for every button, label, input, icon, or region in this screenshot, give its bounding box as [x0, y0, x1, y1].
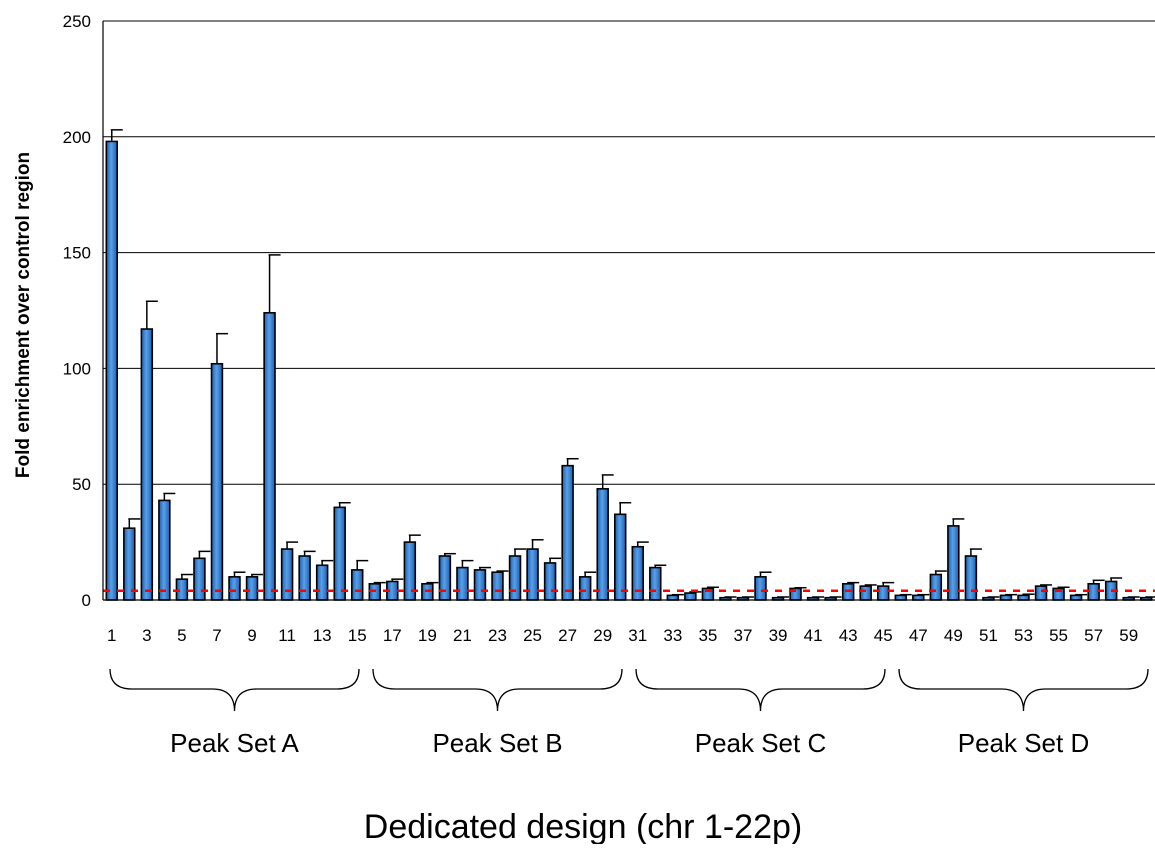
bar-47	[912, 594, 925, 601]
x-tick-label: 47	[909, 626, 928, 645]
x-tick-label: 11	[278, 626, 296, 645]
bar-12	[298, 555, 311, 601]
bar-15	[350, 569, 364, 601]
bar-1	[105, 140, 119, 601]
bar-25	[526, 548, 539, 601]
y-axis-ticks: 0 50 100 150 200 250	[63, 12, 91, 610]
x-tick-label: 27	[558, 626, 577, 645]
y-axis-label: Fold enrichment over control region	[13, 152, 34, 478]
x-tick-label: 13	[313, 626, 332, 645]
bar-31	[631, 545, 645, 601]
x-tick-label: 29	[593, 626, 612, 645]
bar-50	[964, 555, 978, 601]
bar-34	[684, 592, 697, 601]
y-tick-label: 200	[63, 128, 91, 147]
bar-28	[578, 576, 592, 601]
bar-22	[473, 569, 487, 601]
x-axis-ticks: 1 3 5 7 9 11 13 15 17 19 21 23 25 27 29 31 33 35 37 39 41 43 4…	[107, 626, 1138, 645]
x-tick-label: 53	[1014, 626, 1033, 645]
group-brackets: Peak Set A Peak Set B Peak Set C Peak Set D	[109, 668, 1149, 758]
group-bracket	[898, 668, 1149, 712]
group-bracket	[372, 668, 623, 712]
y-tick-label: 150	[63, 244, 91, 263]
x-tick-label: 15	[348, 626, 367, 645]
group-label: Peak Set D	[958, 728, 1090, 758]
bar-13	[315, 564, 329, 601]
x-tick-label: 19	[418, 626, 437, 645]
y-tick-label: 250	[63, 12, 91, 31]
x-tick-label: 9	[247, 626, 256, 645]
x-tick-label: 3	[142, 626, 151, 645]
x-tick-label: 41	[804, 626, 823, 645]
bar-23	[491, 571, 504, 601]
bar-45	[876, 585, 890, 601]
x-tick-label: 37	[734, 626, 753, 645]
error-bars	[110, 129, 1155, 598]
axes	[102, 21, 1155, 601]
x-tick-label: 39	[769, 626, 788, 645]
bar-6	[193, 557, 206, 601]
x-tick-label: 59	[1119, 626, 1138, 645]
x-tick-label: 49	[944, 626, 963, 645]
x-tick-label: 31	[628, 626, 647, 645]
bar-33	[666, 594, 680, 601]
bar-54	[1034, 585, 1048, 601]
bar-11	[280, 548, 294, 601]
bar-2	[123, 527, 136, 601]
bar-56	[1069, 594, 1083, 601]
bar-3	[140, 328, 154, 601]
y-tick-label: 100	[63, 359, 91, 378]
bar-20	[438, 555, 452, 601]
bar-30	[613, 513, 627, 601]
x-tick-label: 17	[383, 626, 402, 645]
bar-29	[596, 488, 609, 601]
x-tick-label: 23	[488, 626, 507, 645]
bar-38	[754, 576, 767, 601]
x-tick-label: 21	[453, 626, 472, 645]
bar-21	[456, 566, 469, 601]
x-tick-label: 35	[698, 626, 717, 645]
bars	[105, 140, 1153, 601]
x-tick-label: 43	[839, 626, 858, 645]
gridlines	[103, 20, 1155, 485]
x-tick-label: 45	[874, 626, 893, 645]
group-label: Peak Set B	[432, 728, 562, 758]
bar-8	[228, 576, 241, 601]
y-tick-label: 0	[82, 591, 91, 610]
bar-7	[210, 362, 224, 601]
x-tick-label: 1	[107, 626, 116, 645]
x-axis-label: Dedicated design (chr 1-22p)	[364, 808, 802, 844]
group-bracket	[635, 668, 886, 712]
group-label: Peak Set A	[170, 728, 299, 758]
bar-48	[929, 573, 943, 601]
y-tick-label: 50	[72, 475, 91, 494]
x-tick-label: 25	[523, 626, 542, 645]
x-tick-label: 5	[177, 626, 186, 645]
x-tick-label: 7	[212, 626, 221, 645]
bar-4	[158, 499, 171, 601]
group-bracket	[109, 668, 360, 712]
x-tick-label: 57	[1084, 626, 1103, 645]
bar-27	[561, 464, 574, 601]
bar-52	[999, 594, 1013, 601]
bar-44	[859, 585, 872, 601]
bar-49	[947, 525, 960, 601]
x-tick-label: 51	[979, 626, 998, 645]
bar-9	[245, 576, 259, 601]
bar-10	[263, 312, 276, 601]
bar-26	[543, 562, 557, 601]
x-tick-label: 55	[1049, 626, 1068, 645]
bar-46	[894, 594, 908, 601]
bar-14	[333, 506, 346, 601]
bar-53	[1017, 594, 1030, 601]
group-label: Peak Set C	[695, 728, 827, 758]
bar-32	[649, 566, 662, 601]
x-tick-label: 33	[663, 626, 682, 645]
bar-24	[508, 555, 522, 601]
